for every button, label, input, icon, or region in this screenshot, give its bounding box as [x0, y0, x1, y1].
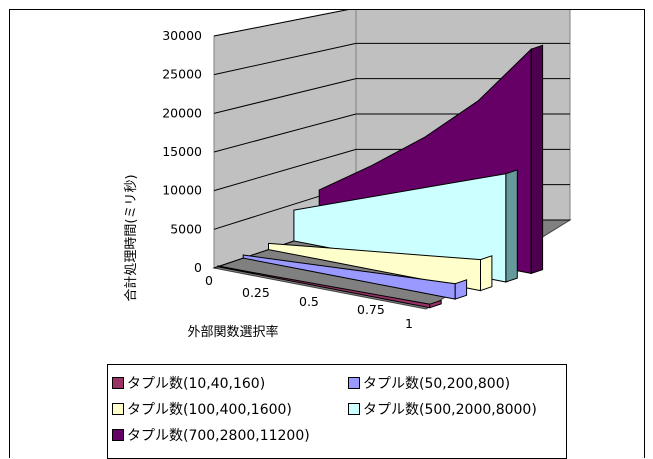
legend-label: タプル数(50,200,800)	[363, 376, 511, 392]
legend-swatch	[112, 403, 124, 415]
x-tick-label: 0.5	[299, 294, 319, 309]
legend-label: タプル数(10,40,160)	[127, 376, 266, 392]
series-side-1	[429, 299, 442, 309]
legend-item: タプル数(10,40,160)	[112, 373, 265, 393]
gridline	[213, 42, 357, 76]
series-side-3	[480, 255, 493, 292]
legend: タプル数(10,40,160) タプル数(50,200,800) タプル数(100,…	[107, 364, 567, 459]
chart-plot: 0 5000 10000 15000 20000 25000 30000 0 0.25 0.5 0.…	[123, 10, 572, 340]
chart-area: 0 5000 10000 15000 20000 25000 30000 0 0.25 0.5 0.…	[9, 9, 645, 459]
series-side-4	[505, 169, 518, 283]
legend-item: タプル数(700,2800,11200)	[112, 425, 310, 445]
y-axis-title: 合計処理時間(ミリ秒)	[123, 174, 139, 301]
y-tick-label: 5000	[170, 221, 202, 236]
legend-swatch	[112, 377, 124, 389]
y-tick-label: 25000	[162, 67, 202, 82]
legend-swatch	[112, 429, 124, 441]
gridline	[213, 10, 349, 37]
gridline	[213, 148, 357, 192]
legend-label: タプル数(100,400,1600)	[127, 402, 292, 418]
legend-item: タプル数(100,400,1600)	[112, 399, 292, 419]
x-tick-label: 0.75	[357, 302, 385, 317]
x-tick-label: 0	[205, 273, 213, 288]
legend-item: タプル数(50,200,800)	[348, 373, 510, 393]
x-axis-title: 外部関数選択率	[187, 324, 278, 340]
series-side-5	[530, 44, 544, 275]
gridline	[213, 78, 357, 114]
legend-item: タプル数(500,2000,8000)	[348, 399, 537, 419]
legend-swatch	[348, 403, 360, 415]
y-tick-label: 15000	[162, 144, 202, 159]
y-tick-label: 0	[194, 260, 202, 275]
series-side-2	[454, 279, 468, 300]
y-tick-label: 20000	[162, 105, 202, 120]
legend-label: タプル数(500,2000,8000)	[363, 402, 537, 418]
y-tick-label: 10000	[162, 183, 202, 198]
legend-label: タプル数(700,2800,11200)	[127, 428, 310, 444]
x-tick-label: 0.25	[242, 285, 270, 300]
legend-swatch	[348, 377, 360, 389]
gridline	[213, 113, 357, 153]
x-tick-label: 1	[405, 316, 413, 331]
y-tick-label: 30000	[162, 28, 202, 43]
